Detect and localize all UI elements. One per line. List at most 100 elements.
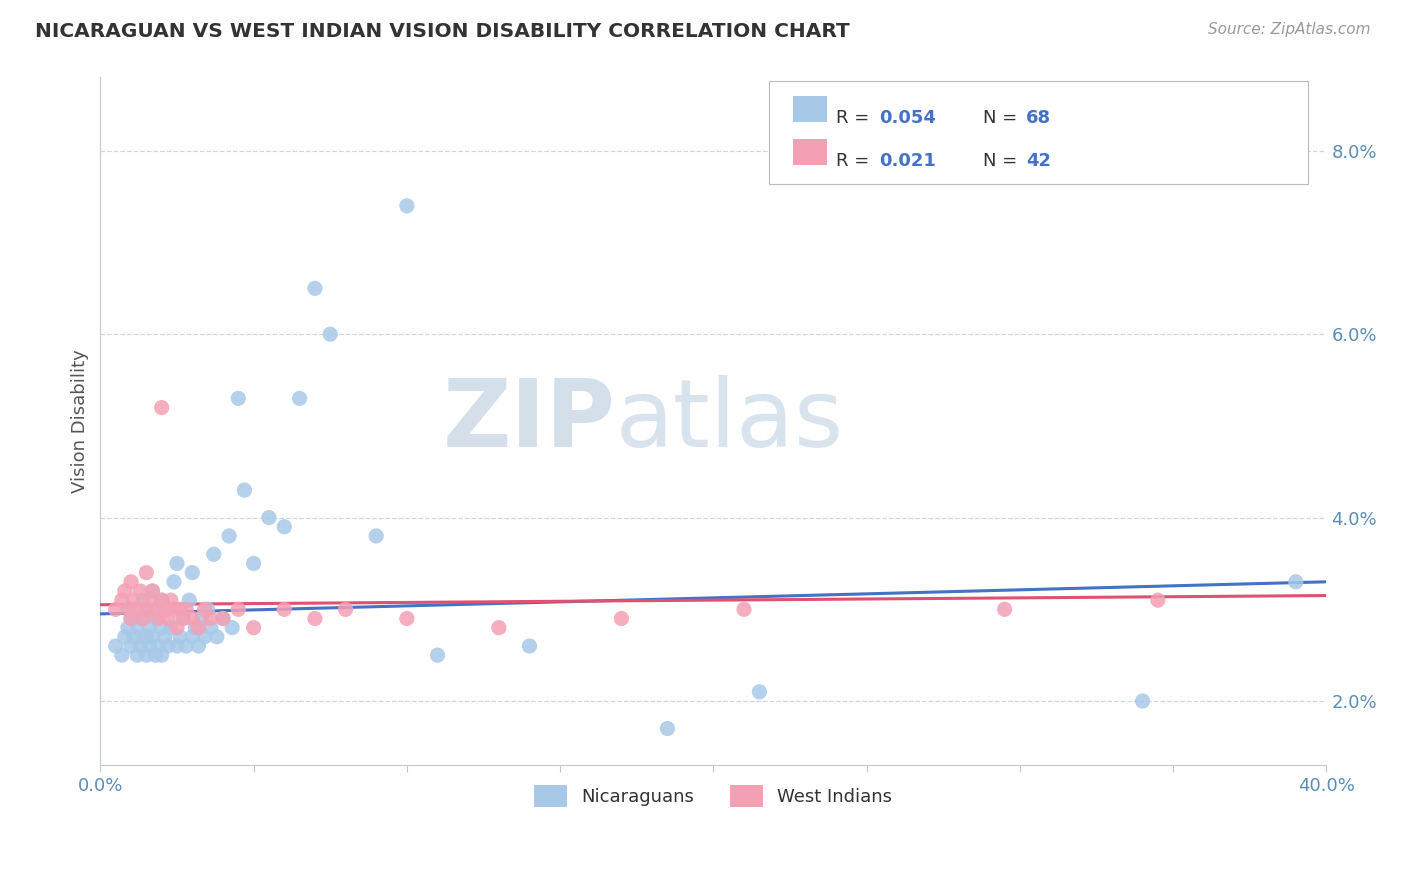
Point	[148, 602, 170, 616]
Point	[111, 648, 134, 662]
Point	[288, 392, 311, 406]
Point	[426, 648, 449, 662]
Point	[610, 611, 633, 625]
Point	[114, 584, 136, 599]
Point	[150, 648, 173, 662]
Point	[129, 611, 152, 625]
Point	[135, 566, 157, 580]
Point	[1132, 694, 1154, 708]
Point	[169, 630, 191, 644]
Point	[218, 529, 240, 543]
Point	[221, 621, 243, 635]
Point	[127, 621, 149, 635]
Point	[519, 639, 541, 653]
FancyBboxPatch shape	[793, 138, 827, 165]
Point	[273, 520, 295, 534]
Point	[233, 483, 256, 497]
Point	[153, 602, 176, 616]
Point	[150, 593, 173, 607]
Point	[169, 602, 191, 616]
Point	[122, 630, 145, 644]
Text: NICARAGUAN VS WEST INDIAN VISION DISABILITY CORRELATION CHART: NICARAGUAN VS WEST INDIAN VISION DISABIL…	[35, 22, 849, 41]
Point	[129, 639, 152, 653]
Point	[104, 639, 127, 653]
Point	[163, 602, 186, 616]
Point	[335, 602, 357, 616]
Point	[166, 621, 188, 635]
Text: N =: N =	[983, 152, 1024, 169]
Point	[174, 639, 197, 653]
Point	[994, 602, 1017, 616]
Point	[150, 593, 173, 607]
Point	[138, 593, 160, 607]
FancyBboxPatch shape	[793, 96, 827, 122]
Point	[132, 593, 155, 607]
Point	[132, 611, 155, 625]
Text: ZIP: ZIP	[443, 376, 616, 467]
Text: 0.021: 0.021	[879, 152, 936, 169]
Point	[657, 722, 679, 736]
Point	[122, 593, 145, 607]
Text: Source: ZipAtlas.com: Source: ZipAtlas.com	[1208, 22, 1371, 37]
Point	[748, 685, 770, 699]
Point	[120, 611, 142, 625]
Text: 68: 68	[1026, 109, 1052, 127]
Point	[242, 621, 264, 635]
Legend: Nicaraguans, West Indians: Nicaraguans, West Indians	[527, 778, 900, 814]
Point	[193, 630, 215, 644]
Point	[135, 630, 157, 644]
Point	[160, 621, 183, 635]
Point	[120, 602, 142, 616]
Point	[117, 621, 139, 635]
Point	[150, 621, 173, 635]
Point	[114, 630, 136, 644]
Point	[166, 639, 188, 653]
Point	[156, 602, 179, 616]
Text: 0.054: 0.054	[879, 109, 936, 127]
Point	[273, 602, 295, 616]
Point	[117, 602, 139, 616]
Point	[172, 611, 194, 625]
Text: N =: N =	[983, 109, 1024, 127]
Point	[212, 611, 235, 625]
Point	[148, 639, 170, 653]
Point	[226, 602, 249, 616]
Point	[733, 602, 755, 616]
Point	[212, 611, 235, 625]
Point	[120, 574, 142, 589]
Point	[153, 630, 176, 644]
Point	[304, 281, 326, 295]
Point	[138, 621, 160, 635]
Point	[135, 602, 157, 616]
Text: atlas: atlas	[616, 376, 844, 467]
Point	[205, 630, 228, 644]
Point	[145, 602, 167, 616]
Point	[145, 648, 167, 662]
Point	[184, 621, 207, 635]
Point	[156, 639, 179, 653]
Point	[145, 611, 167, 625]
Point	[197, 602, 219, 616]
Point	[127, 648, 149, 662]
Point	[120, 611, 142, 625]
Point	[366, 529, 388, 543]
Point	[160, 593, 183, 607]
Point	[187, 621, 209, 635]
Point	[120, 639, 142, 653]
Point	[132, 630, 155, 644]
Point	[129, 584, 152, 599]
Y-axis label: Vision Disability: Vision Disability	[72, 350, 89, 493]
Point	[148, 611, 170, 625]
Point	[166, 557, 188, 571]
Text: 42: 42	[1026, 152, 1052, 169]
Point	[395, 199, 418, 213]
Point	[319, 327, 342, 342]
Point	[163, 574, 186, 589]
Point	[395, 611, 418, 625]
Point	[488, 621, 510, 635]
Point	[193, 602, 215, 616]
Point	[141, 584, 163, 599]
Point	[127, 602, 149, 616]
Point	[1285, 574, 1308, 589]
Point	[138, 639, 160, 653]
